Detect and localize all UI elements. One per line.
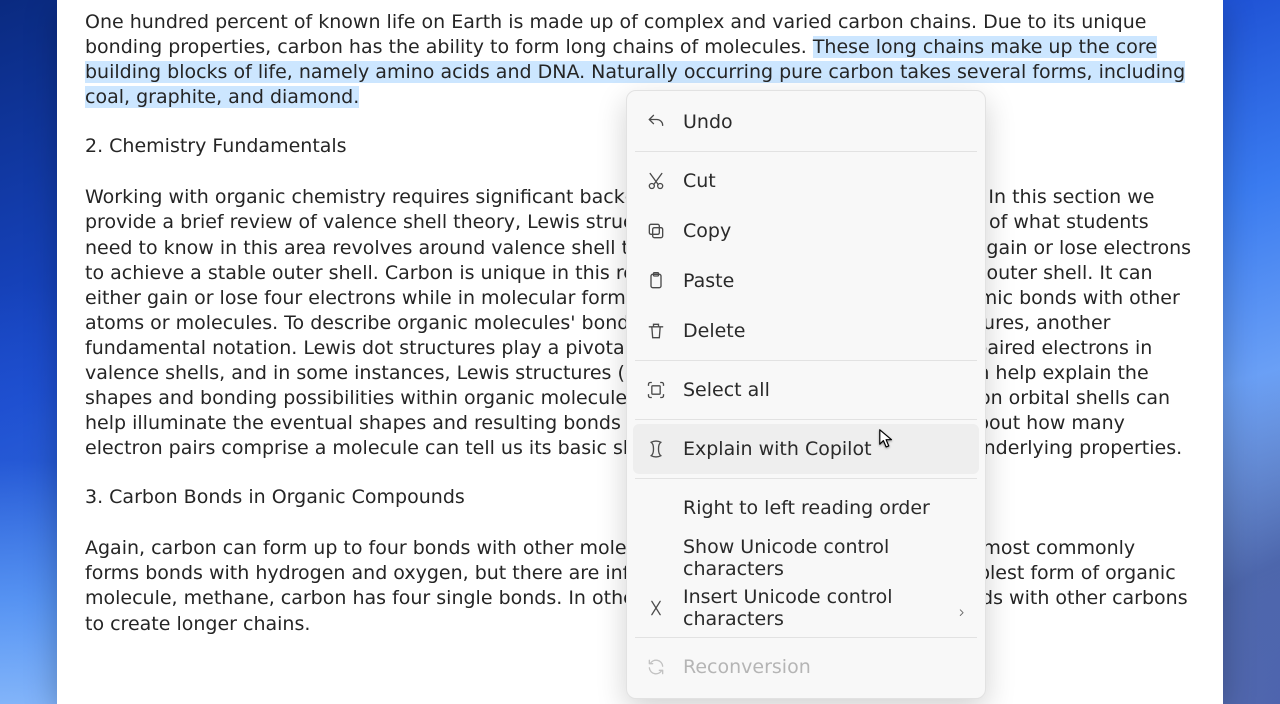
ctx-reconversion: Reconversion [633,642,979,692]
ctx-undo-label: Undo [683,111,967,133]
ctx-rtl-label: Right to left reading order [683,497,967,519]
ctx-insert-unicode-control[interactable]: Insert Unicode control characters [633,583,979,633]
chevron-right-icon [956,601,967,615]
ctx-show-unicode-control[interactable]: Show Unicode control characters [633,533,979,583]
ctx-delete[interactable]: Delete [633,306,979,356]
ctx-insert-unicode-label: Insert Unicode control characters [683,586,940,630]
reconversion-icon [645,656,667,678]
ctx-paste-label: Paste [683,270,967,292]
ctx-copy-label: Copy [683,220,967,242]
ctx-separator [635,360,977,361]
bidi-icon [645,597,667,619]
copy-icon [645,220,667,242]
ctx-select-all[interactable]: Select all [633,365,979,415]
ctx-show-unicode-label: Show Unicode control characters [683,536,967,580]
paste-icon [645,270,667,292]
ctx-cut[interactable]: Cut [633,156,979,206]
ctx-reconversion-label: Reconversion [683,656,967,678]
ctx-explain-with-copilot[interactable]: Explain with Copilot [633,424,979,474]
cut-icon [645,170,667,192]
ctx-copy[interactable]: Copy [633,206,979,256]
copilot-icon [645,438,667,460]
context-menu: Undo Cut Copy Paste Delete [626,90,986,699]
delete-icon [645,320,667,342]
ctx-separator [635,151,977,152]
ctx-separator [635,478,977,479]
ctx-paste[interactable]: Paste [633,256,979,306]
undo-icon [645,111,667,133]
ctx-undo[interactable]: Undo [633,97,979,147]
ctx-separator [635,637,977,638]
ctx-rtl-reading-order[interactable]: Right to left reading order [633,483,979,533]
ctx-separator [635,419,977,420]
desktop-wallpaper: One hundred percent of known life on Ear… [0,0,1280,704]
ctx-select-all-label: Select all [683,379,967,401]
ctx-cut-label: Cut [683,170,967,192]
select-all-icon [645,379,667,401]
ctx-delete-label: Delete [683,320,967,342]
ctx-explain-with-copilot-label: Explain with Copilot [683,438,967,460]
